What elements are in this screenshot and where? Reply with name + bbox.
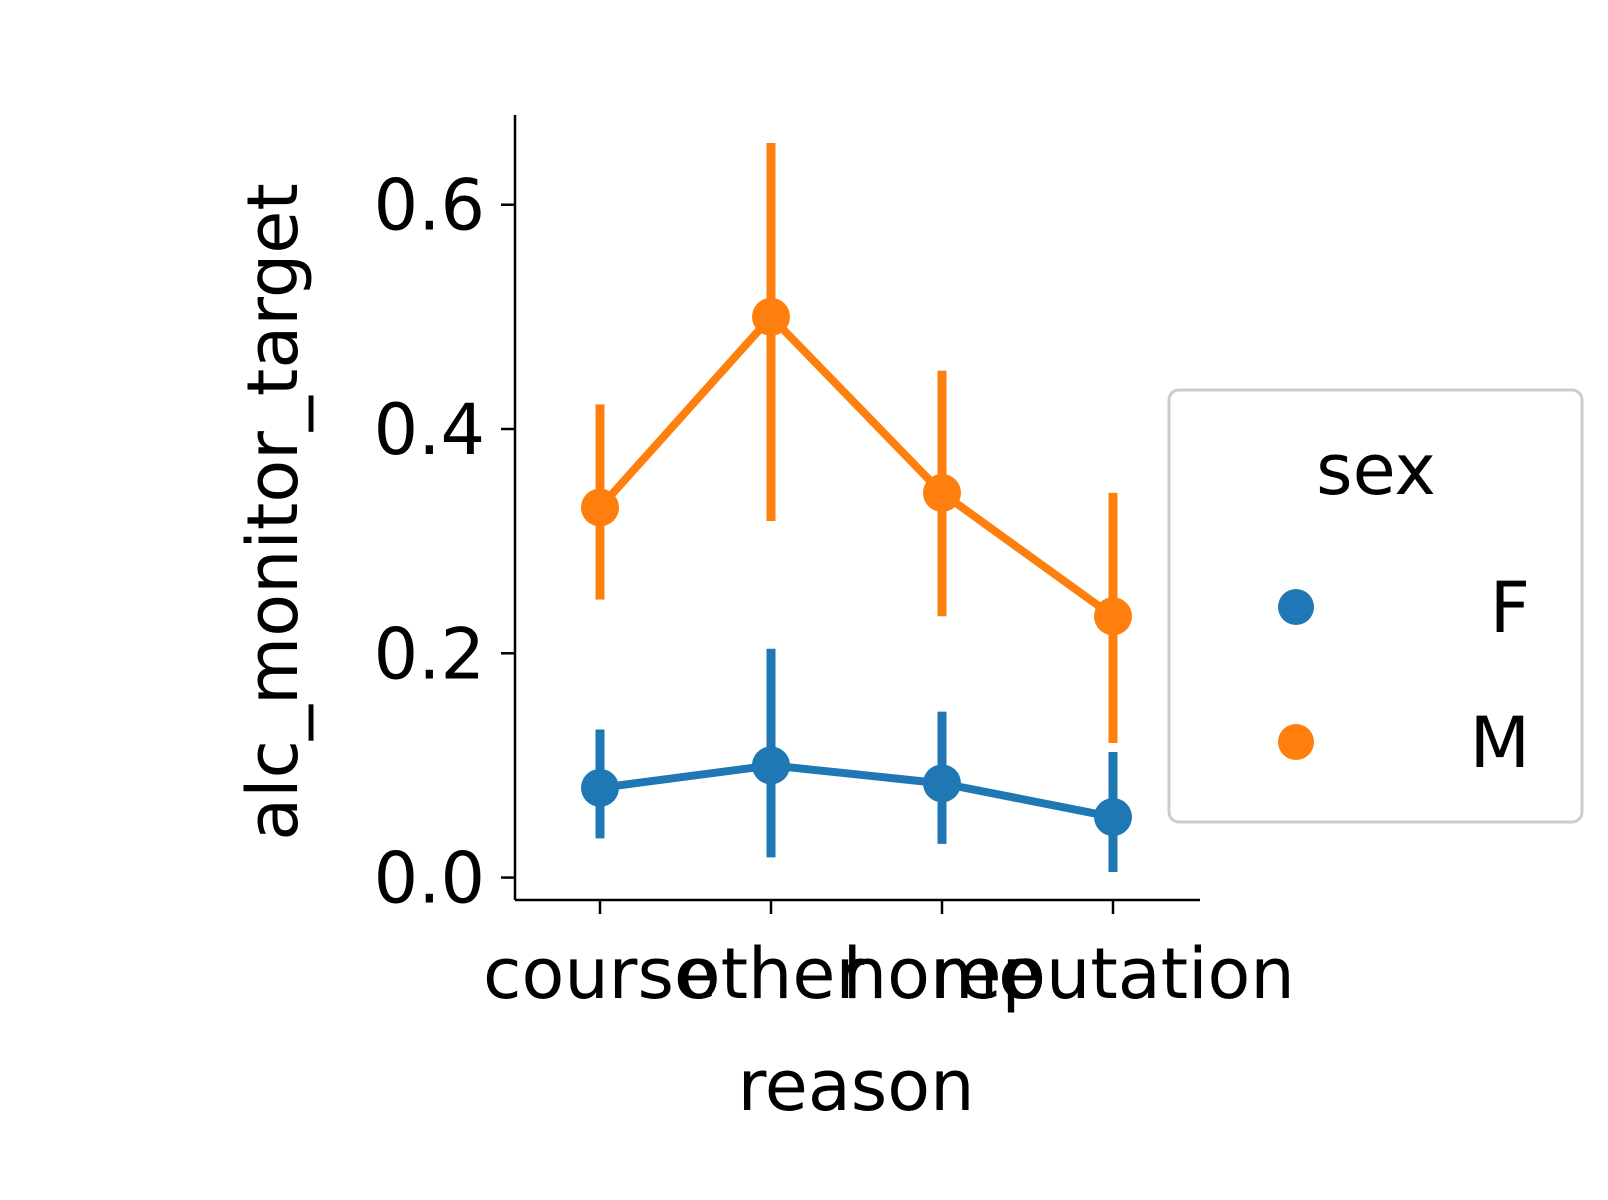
series-line [597, 312, 1116, 620]
legend-label: F [1490, 567, 1530, 649]
legend-title: sex [1316, 429, 1436, 511]
data-point [752, 746, 790, 785]
x-tick-label: reputation [931, 933, 1295, 1015]
y-axis-label: alc_monitor_target [232, 183, 314, 841]
legend: sex FM [1167, 388, 1584, 824]
y-tick-label: 0.4 [374, 389, 485, 471]
legend-marker [1278, 589, 1314, 625]
y-tick-label: 0.2 [374, 613, 485, 695]
series-F [581, 648, 1132, 872]
legend-label: M [1470, 702, 1530, 784]
y-tick-label: 0.0 [374, 838, 485, 920]
series-M [581, 143, 1132, 743]
x-axis-label: reason [738, 1045, 975, 1127]
legend-frame [1167, 388, 1584, 824]
data-point [923, 764, 961, 803]
x-tick-label: other [678, 933, 865, 1015]
data-point [581, 768, 619, 807]
data-point [1094, 597, 1132, 636]
legend-marker [1278, 724, 1314, 760]
axes [513, 115, 1200, 902]
data-point [923, 473, 961, 512]
legend-entries: FM [1278, 567, 1530, 784]
data-point [752, 297, 790, 336]
series-line [599, 761, 1114, 821]
data-point [581, 488, 619, 527]
y-tick-label: 0.6 [374, 165, 485, 247]
series-layer [581, 143, 1132, 872]
x-tick-label: course [483, 933, 717, 1015]
data-point [1094, 798, 1132, 837]
x-tick-label: home [843, 933, 1041, 1015]
